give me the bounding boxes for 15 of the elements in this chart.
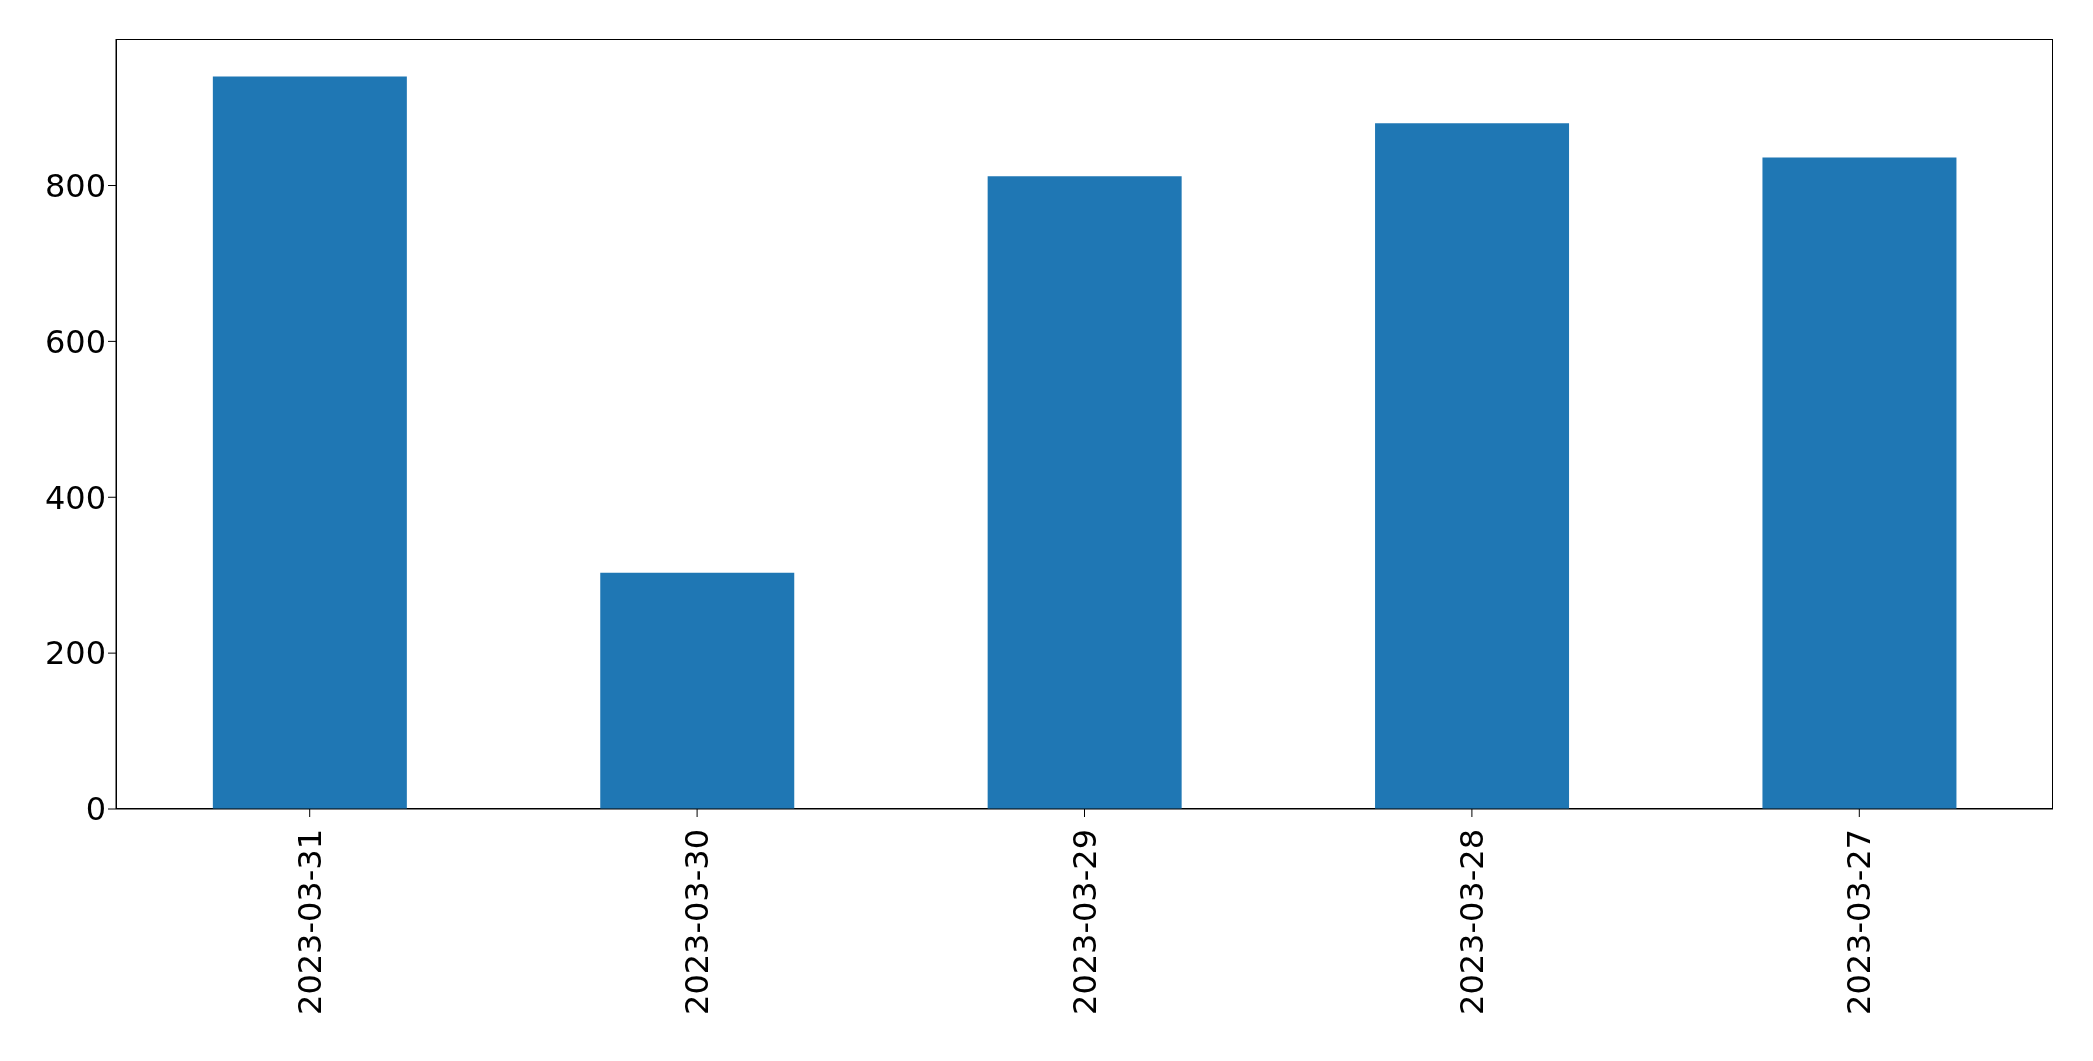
x-tick-label: 2023-03-31 <box>290 829 329 1015</box>
y-tick-label: 600 <box>44 322 106 361</box>
x-tick-label: 2023-03-30 <box>678 829 717 1015</box>
y-tick-label: 800 <box>44 166 106 205</box>
y-tick-label: 400 <box>44 478 106 517</box>
y-tick-label: 200 <box>44 634 106 673</box>
bar <box>600 572 795 809</box>
x-tick-label: 2023-03-27 <box>1840 829 1879 1015</box>
bar <box>1375 123 1570 809</box>
y-tick-label: 0 <box>85 790 106 829</box>
bar <box>1762 157 1957 809</box>
x-tick-label: 2023-03-28 <box>1452 829 1491 1015</box>
bar <box>212 76 407 809</box>
bar <box>987 176 1182 809</box>
x-tick-label: 2023-03-29 <box>1065 829 1104 1015</box>
